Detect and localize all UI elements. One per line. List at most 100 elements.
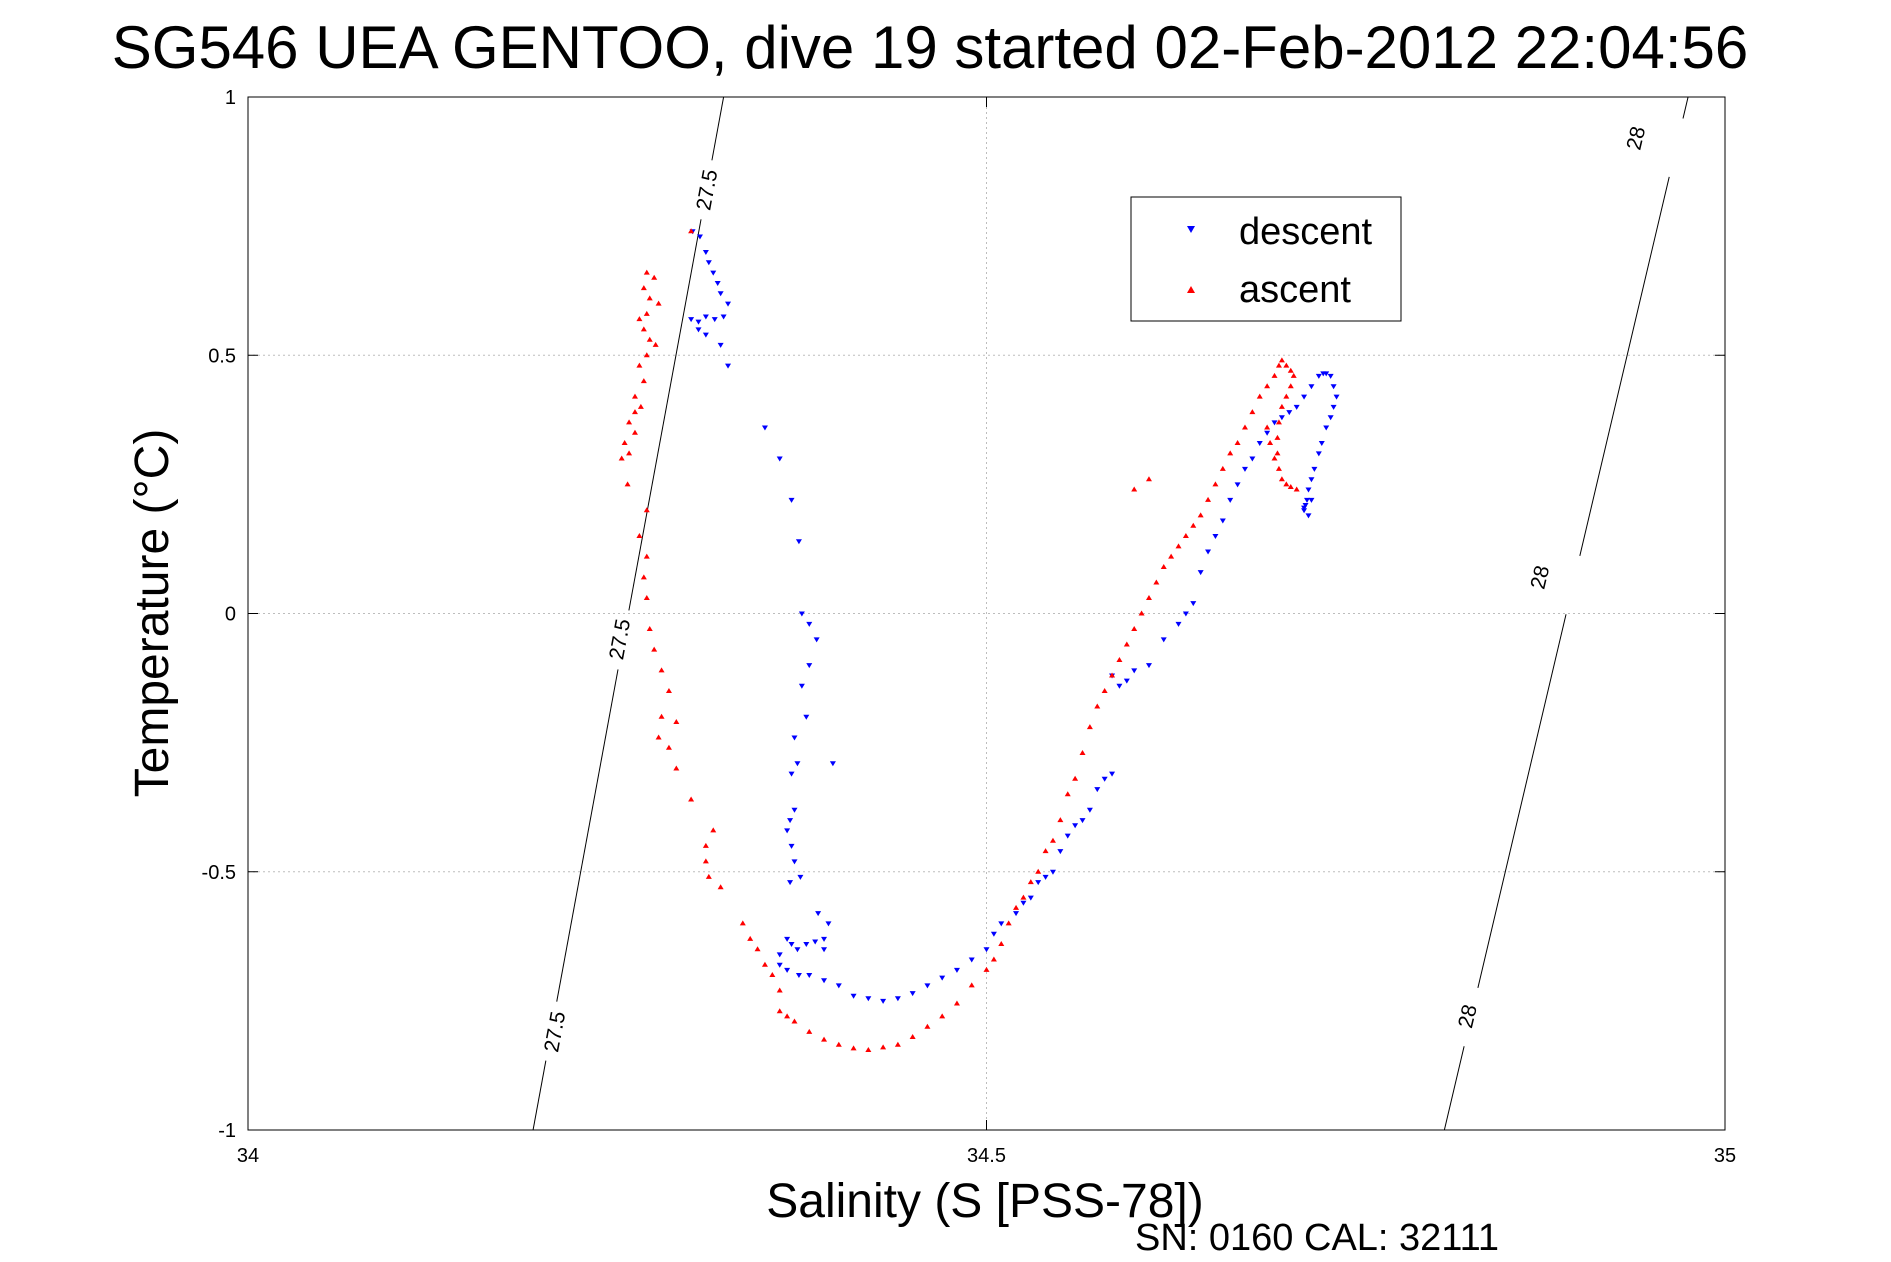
data-point-ascent xyxy=(655,300,662,306)
ticks: 34 34.5 35 -1 -0.5 0 0.5 1 xyxy=(202,87,1737,1167)
data-point-ascent xyxy=(776,987,783,993)
data-point-ascent xyxy=(1005,920,1012,926)
data-point-descent xyxy=(695,319,702,325)
data-point-descent xyxy=(998,921,1005,927)
data-point-descent xyxy=(776,952,783,958)
data-point-descent xyxy=(803,714,810,720)
data-point-descent xyxy=(794,947,801,953)
data-point-descent xyxy=(815,911,822,917)
data-point-descent xyxy=(725,363,732,369)
legend-marker-descent xyxy=(1187,226,1195,233)
data-point-descent xyxy=(795,539,802,545)
data-point-descent xyxy=(702,314,709,320)
data-point-ascent xyxy=(1072,775,1079,781)
data-point-descent xyxy=(788,942,795,948)
data-point-descent xyxy=(1308,497,1315,503)
data-point-descent xyxy=(1234,482,1241,488)
data-point-descent xyxy=(880,998,887,1004)
data-point-ascent xyxy=(1249,409,1256,415)
x-tick-label: 35 xyxy=(1714,1145,1736,1167)
data-point-ascent xyxy=(1027,879,1034,885)
data-point-descent xyxy=(798,611,805,617)
data-point-ascent xyxy=(651,274,658,280)
data-point-descent xyxy=(711,317,718,323)
isopycnal-label: 27.5 xyxy=(605,617,635,661)
data-point-ascent xyxy=(909,1034,916,1040)
data-point-ascent xyxy=(673,718,680,724)
data-point-ascent xyxy=(983,966,990,972)
data-point-descent xyxy=(1035,880,1042,886)
data-point-ascent xyxy=(1287,383,1294,389)
data-points xyxy=(618,228,1340,1052)
data-point-ascent xyxy=(1278,403,1285,409)
data-point-descent xyxy=(1131,668,1138,674)
data-point-descent xyxy=(821,978,828,984)
data-point-descent xyxy=(1013,911,1020,917)
data-point-ascent xyxy=(865,1046,872,1052)
data-point-descent xyxy=(1315,451,1322,457)
legend-box xyxy=(1130,196,1402,322)
data-point-descent xyxy=(806,973,813,979)
data-point-descent xyxy=(812,939,819,945)
data-point-descent xyxy=(850,993,857,999)
data-point-ascent xyxy=(1271,372,1278,378)
data-point-descent xyxy=(1079,818,1086,824)
data-point-ascent xyxy=(1287,367,1294,373)
data-point-ascent xyxy=(688,796,695,802)
data-point-ascent xyxy=(1101,687,1108,693)
data-point-ascent xyxy=(640,574,647,580)
data-point-descent xyxy=(1175,621,1182,627)
data-point-descent xyxy=(1318,441,1325,447)
data-point-ascent xyxy=(850,1045,857,1051)
data-point-descent xyxy=(835,983,842,989)
data-point-ascent xyxy=(1049,837,1056,843)
data-point-descent xyxy=(1116,683,1123,689)
data-point-ascent xyxy=(1013,904,1020,910)
data-point-descent xyxy=(1301,505,1308,511)
data-point-ascent xyxy=(761,961,768,967)
data-point-descent xyxy=(1027,895,1034,901)
data-point-descent xyxy=(1330,404,1337,410)
y-tick-label: 1 xyxy=(225,87,236,109)
data-point-descent xyxy=(983,947,990,953)
data-point-ascent xyxy=(673,765,680,771)
data-point-ascent xyxy=(643,352,650,358)
data-point-descent xyxy=(909,991,916,997)
data-point-descent xyxy=(717,291,724,297)
data-point-descent xyxy=(806,663,813,669)
isopycnal-label: 28 xyxy=(1623,124,1651,152)
data-point-ascent xyxy=(643,595,650,601)
data-point-ascent xyxy=(1283,393,1290,399)
data-point-descent xyxy=(894,996,901,1002)
data-point-ascent xyxy=(1145,476,1152,482)
data-point-ascent xyxy=(880,1044,887,1050)
data-point-descent xyxy=(798,683,805,689)
data-point-ascent xyxy=(631,429,638,435)
data-point-ascent xyxy=(665,744,672,750)
data-point-descent xyxy=(1308,477,1315,483)
data-point-ascent xyxy=(1131,486,1138,492)
data-point-ascent xyxy=(1293,486,1300,492)
data-point-descent xyxy=(968,957,975,963)
data-point-descent xyxy=(787,818,794,824)
data-point-ascent xyxy=(710,827,717,833)
data-point-descent xyxy=(1227,497,1234,503)
data-point-descent xyxy=(1145,663,1152,669)
y-axis-label: Temperature (°C) xyxy=(126,429,179,798)
data-point-ascent xyxy=(643,553,650,559)
grid xyxy=(248,97,1725,1130)
data-point-ascent xyxy=(702,842,709,848)
data-point-descent xyxy=(1020,900,1027,906)
data-point-ascent xyxy=(646,625,653,631)
data-point-ascent xyxy=(626,450,633,456)
data-point-ascent xyxy=(1275,419,1282,425)
data-point-ascent xyxy=(739,920,746,926)
isopycnal-line-28 xyxy=(1579,176,1670,556)
data-point-ascent xyxy=(1283,362,1290,368)
data-point-descent xyxy=(717,342,724,348)
data-point-ascent xyxy=(1278,476,1285,482)
data-point-descent xyxy=(1293,404,1300,410)
data-point-ascent xyxy=(754,946,761,952)
data-point-ascent xyxy=(776,1008,783,1014)
data-point-descent xyxy=(1330,384,1337,390)
